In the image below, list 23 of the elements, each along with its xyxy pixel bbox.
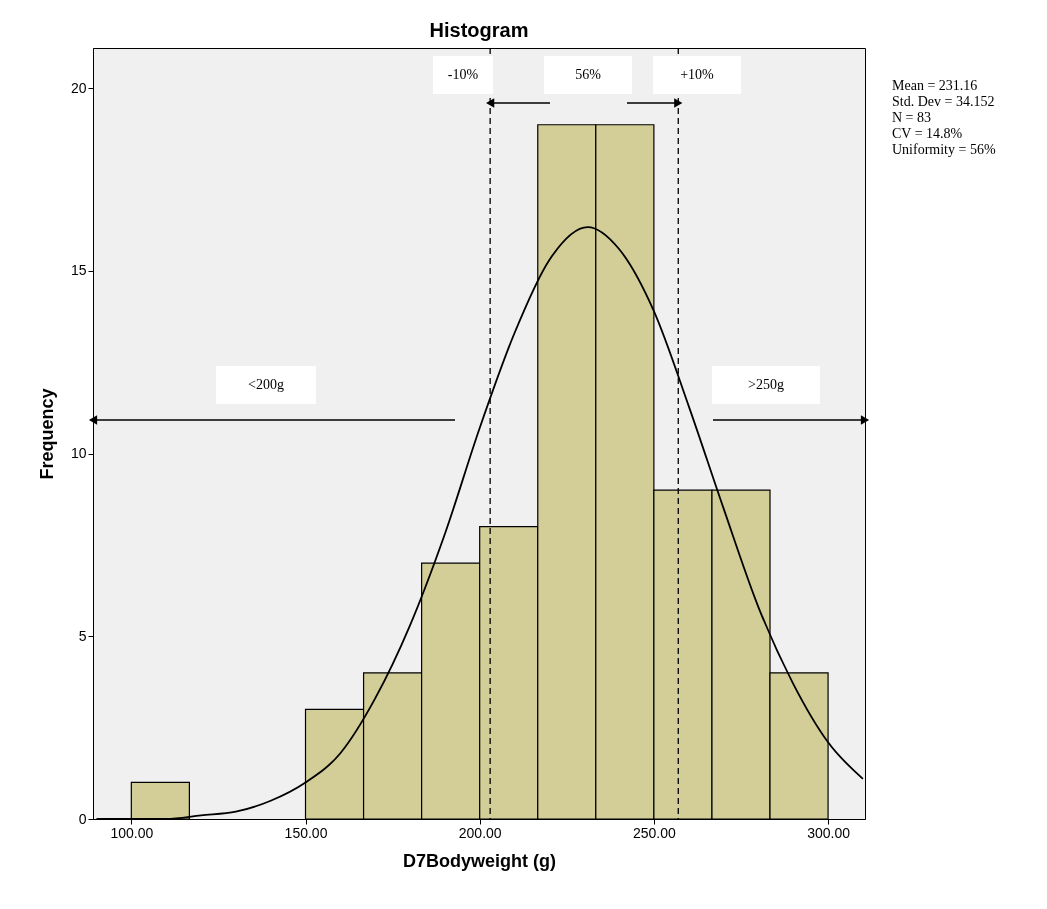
text: Mean = 231.16: [892, 78, 979, 94]
y-axis-title: Frequency: [36, 388, 57, 480]
chart-title: Histogram: [429, 19, 529, 42]
text: Std. Dev = 34.152: [892, 94, 996, 110]
label-box: 56%: [544, 56, 632, 94]
x-tick-label: 300.00: [807, 824, 851, 841]
x-tick-label: 100.00: [110, 824, 154, 841]
label-box: <200g: [216, 366, 316, 404]
y-tick-label: 0: [78, 810, 87, 827]
label-box: -10%: [433, 56, 493, 94]
text: Uniformity = 56%: [892, 142, 996, 158]
y-tick-label: 20: [70, 79, 87, 96]
x-axis-title: D7Bodyweight (g): [403, 850, 556, 871]
x-tick-label: 200.00: [458, 824, 502, 841]
label-box: +10%: [653, 56, 741, 94]
y-tick-label: 10: [70, 445, 87, 462]
label-box: >250g: [712, 366, 820, 404]
y-tick-label: 15: [70, 262, 87, 279]
text: CV = 14.8%: [892, 126, 964, 142]
y-tick-label: 5: [78, 627, 87, 644]
text: N = 83: [892, 110, 932, 126]
x-tick-label: 150.00: [284, 824, 328, 841]
x-tick-label: 250.00: [632, 824, 676, 841]
